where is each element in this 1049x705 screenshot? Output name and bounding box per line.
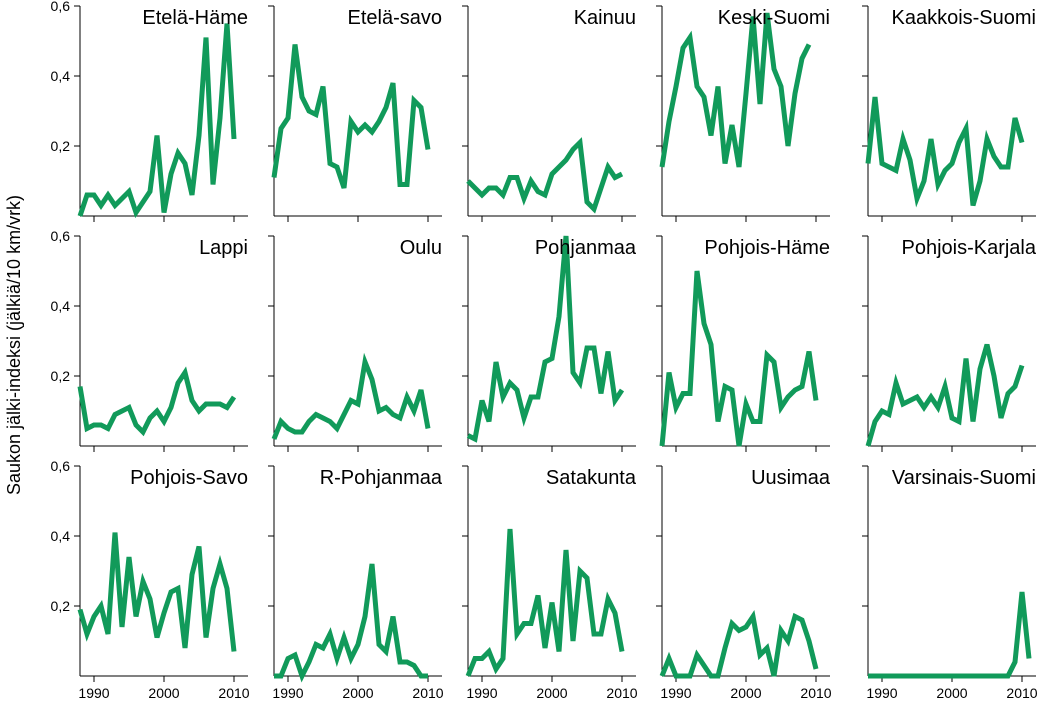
x-tick-label: 2000: [536, 685, 567, 700]
x-tick-label: 2010: [218, 685, 249, 700]
x-tick-label: 2000: [342, 685, 373, 700]
series-line-oulu: [271, 352, 431, 440]
panel-kaakkois-suomi: Kaakkois-Suomi: [862, 5, 1036, 222]
x-tick-label: 2000: [148, 685, 179, 700]
x-tick-label: 1990: [660, 685, 691, 700]
panel-title: Uusimaa: [751, 467, 831, 489]
panel-title: Pohjois-Savo: [130, 467, 248, 489]
panel-varsinais-suomi: 1990 2000 2010 Varsinais-Suomi: [862, 465, 1038, 701]
x-tick-label: 2010: [412, 685, 443, 700]
x-tick-label: 2000: [730, 685, 761, 700]
series-line-kaakkois-suomi: [865, 96, 1025, 208]
panel-pohjois-häme: Pohjois-Häme: [656, 235, 830, 452]
x-tick-label: 1990: [78, 685, 109, 700]
x-tick-label: 1990: [272, 685, 303, 700]
y-tick-label: 0,4: [51, 298, 71, 314]
y-tick-label: 0,6: [51, 458, 71, 474]
y-axis-label: Saukon jälki-indeksi (jälkiä/10 km/vrk): [4, 195, 24, 495]
y-tick-label: 0,2: [51, 368, 71, 384]
panel-title: Etelä-Häme: [142, 7, 248, 29]
panel-r-pohjanmaa: 1990 2000 2010 R-Pohjanmaa: [268, 465, 444, 701]
series-line-pohjois-karjala: [865, 343, 1025, 447]
panel-title: Oulu: [400, 237, 442, 259]
series-line-pohjois-savo: [77, 532, 237, 652]
panel-title: Pohjois-Karjala: [901, 237, 1036, 259]
panel-uusimaa: 1990 2000 2010 Uusimaa: [656, 465, 832, 701]
series-line-uusimaa: [659, 609, 819, 679]
panel-title: Keski-Suomi: [718, 7, 830, 29]
x-tick-label: 1990: [466, 685, 497, 700]
series-line-satakunta: [465, 528, 625, 677]
panel-title: Satakunta: [546, 467, 637, 489]
panel-title: Varsinais-Suomi: [892, 467, 1036, 489]
panel-title: Kainuu: [574, 7, 636, 29]
panel-pohjois-savo: 0,2 0,4 0,6 1990 2000 2010 Pohjois-Savo: [51, 458, 250, 701]
panel-lappi: 0,2 0,4 0,6 Lappi: [51, 228, 248, 452]
y-tick-label: 0,6: [51, 0, 71, 14]
panel-title: Pohjanmaa: [535, 237, 637, 259]
series-line-kainuu: [466, 137, 624, 214]
panel-title: Pohjois-Häme: [704, 237, 830, 259]
series-line-etelä-savo: [271, 44, 431, 189]
x-tick-label: 2010: [800, 685, 831, 700]
series-line-pohjanmaa: [466, 235, 625, 443]
panel-kainuu: Kainuu: [462, 5, 636, 222]
panel-pohjanmaa: Pohjanmaa: [462, 235, 637, 452]
y-tick-label: 0,6: [51, 228, 71, 244]
x-tick-label: 1990: [866, 685, 897, 700]
y-tick-label: 0,2: [51, 138, 71, 154]
series-line-etelä-häme: [77, 23, 237, 219]
y-tick-label: 0,4: [51, 68, 71, 84]
x-tick-label: 2000: [936, 685, 967, 700]
x-tick-label: 2010: [1006, 685, 1037, 700]
series-line-varsinais-suomi: [868, 591, 1032, 679]
panel-title: Etelä-savo: [348, 7, 443, 29]
panel-etelä-häme: 0,2 0,4 0,6 Etelä-Häme: [51, 0, 248, 222]
panel-satakunta: 1990 2000 2010 Satakunta: [462, 465, 638, 701]
y-tick-label: 0,4: [51, 528, 71, 544]
series-line-r-pohjanmaa: [274, 563, 428, 683]
panel-title: Kaakkois-Suomi: [891, 7, 1036, 29]
panel-pohjois-karjala: Pohjois-Karjala: [862, 235, 1037, 452]
x-tick-label: 2010: [606, 685, 637, 700]
panel-etelä-savo: Etelä-savo: [268, 5, 443, 222]
series-line-pohjois-häme: [659, 270, 819, 447]
series-line-lappi: [77, 366, 237, 437]
y-tick-label: 0,2: [51, 598, 71, 614]
panel-title: Lappi: [199, 237, 248, 259]
series-line-keski-suomi: [659, 12, 812, 168]
panel-keski-suomi: Keski-Suomi: [656, 5, 830, 222]
panel-oulu: Oulu: [268, 235, 442, 452]
panel-title: R-Pohjanmaa: [320, 467, 443, 489]
